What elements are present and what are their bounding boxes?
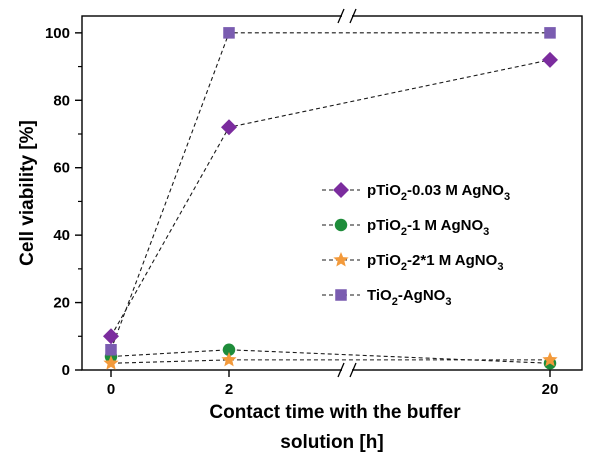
x-axis-title-line2: solution [h]: [280, 432, 383, 453]
y-tick-label: 40: [53, 227, 70, 244]
x-tick-label: 20: [542, 381, 559, 398]
series-line: [110, 359, 550, 364]
data-point: [103, 328, 119, 345]
data-point: [222, 343, 236, 357]
axis-break-mark: [349, 8, 357, 24]
y-tick-label: 100: [45, 25, 70, 42]
y-axis-title: Cell viability [%]: [17, 120, 38, 266]
axis-break-gap: [342, 12, 352, 20]
legend-label: pTiO2-0.03 M AgNO3: [367, 182, 510, 203]
data-point: [544, 27, 556, 39]
y-tick-label: 20: [53, 295, 70, 312]
axis-break-mark: [349, 362, 357, 378]
legend-label: pTiO2-1 M AgNO3: [367, 217, 489, 238]
data-point: [105, 344, 117, 356]
y-tick-label: 80: [53, 92, 70, 109]
legend-label: pTiO2-2*1 M AgNO3: [367, 252, 503, 273]
y-tick-label: 60: [53, 160, 70, 177]
y-tick-label: 0: [62, 362, 70, 379]
legend-marker: [334, 218, 348, 232]
data-point: [221, 351, 237, 367]
legend-marker: [333, 252, 349, 267]
legend-marker: [333, 182, 349, 198]
data-point: [221, 119, 237, 136]
x-axis-title-line1: Contact time with the buffer: [209, 402, 461, 423]
data-point: [103, 355, 119, 370]
x-tick-label: 0: [107, 381, 115, 398]
legend-label: TiO2-AgNO3: [367, 287, 451, 308]
axis-break-gap: [342, 366, 352, 374]
data-point: [542, 351, 558, 367]
plot-frame: [81, 15, 583, 371]
axis-break-mark: [337, 362, 345, 378]
axis-break-mark: [337, 8, 345, 24]
series-line: [110, 349, 551, 364]
data-point: [542, 51, 558, 68]
legend-marker: [335, 289, 347, 301]
x-tick-label: 2: [225, 381, 233, 398]
data-point: [223, 27, 235, 39]
